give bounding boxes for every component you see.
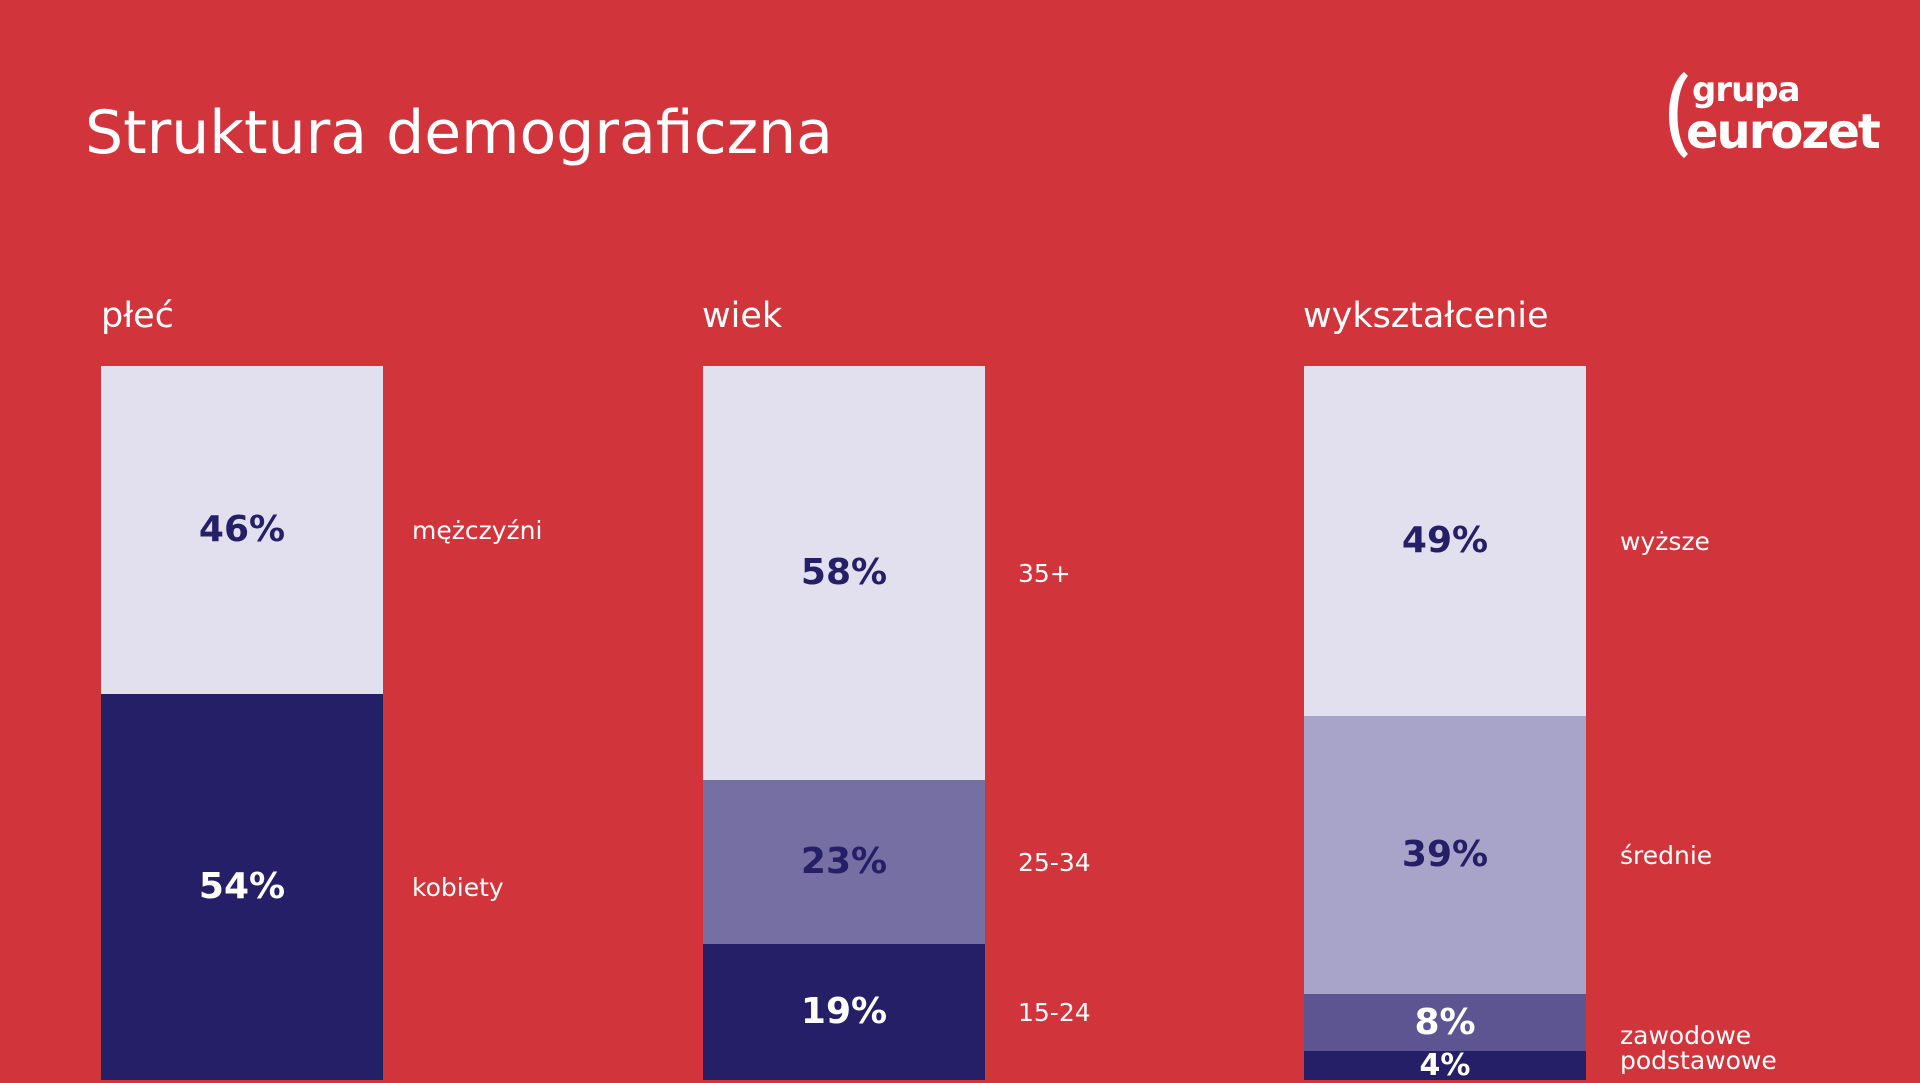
stacked-bar-wyksztalcenie: 4% 8% 39% 49%: [1304, 366, 1586, 1080]
bar-segment-mężczyźni: 46%: [101, 366, 383, 695]
category-label-kobiety: kobiety: [412, 873, 504, 903]
category-label-zawodowe: zawodowe: [1620, 1021, 1752, 1050]
bar-segment-wyższe: 49%: [1304, 366, 1586, 716]
category-label-25-34: 25-34: [1018, 848, 1091, 878]
data-label-mężczyźni: 46%: [198, 509, 286, 551]
category-label-15-24: 15-24: [1018, 998, 1091, 1028]
bar-segment-35+: 58%: [703, 366, 985, 781]
category-label-podstawowe: podstawowe: [1620, 1046, 1777, 1075]
logo-grupa: grupa: [1692, 70, 1801, 110]
stacked-bar-plec: 54% 46%: [101, 366, 383, 1080]
logo-parenthesis-icon: [1669, 72, 1688, 158]
bar-segment-podstawowe: 4%: [1304, 1047, 1586, 1083]
bar-segment-zawodowe: 8%: [1304, 994, 1586, 1052]
data-label-kobiety: 54%: [198, 866, 286, 908]
category-label-wyższe: wyższe: [1620, 526, 1710, 556]
grupa-eurozet-logo: grupa eurozet: [1660, 70, 1881, 166]
category-label-35+: 35+: [1018, 559, 1071, 589]
chart-title-wyksztalcenie: wykształcenie: [1303, 296, 1549, 336]
page-title: Struktura demograficzna: [85, 98, 833, 168]
stacked-bar-wiek: 19% 23% 58%: [703, 366, 985, 1080]
bar-segment-15-24: 19%: [703, 944, 985, 1080]
bar-segment-kobiety: 54%: [101, 694, 383, 1080]
bar-segment-średnie: 39%: [1304, 715, 1586, 995]
logo-eurozet: eurozet: [1686, 104, 1881, 160]
chart-title-plec: płeć: [101, 296, 174, 336]
data-label-wyższe: 49%: [1401, 519, 1489, 561]
data-label-35+: 58%: [800, 552, 888, 594]
category-label-średnie: średnie: [1620, 841, 1713, 871]
data-label-zawodowe: 8%: [1414, 1001, 1476, 1043]
data-label-średnie: 39%: [1401, 834, 1489, 876]
data-label-podstawowe: 4%: [1419, 1047, 1471, 1083]
data-label-15-24: 19%: [800, 991, 888, 1033]
bar-segment-25-34: 23%: [703, 780, 985, 945]
category-label-mężczyźni: mężczyźni: [412, 516, 543, 546]
data-label-25-34: 23%: [800, 841, 888, 883]
chart-title-wiek: wiek: [702, 296, 783, 336]
